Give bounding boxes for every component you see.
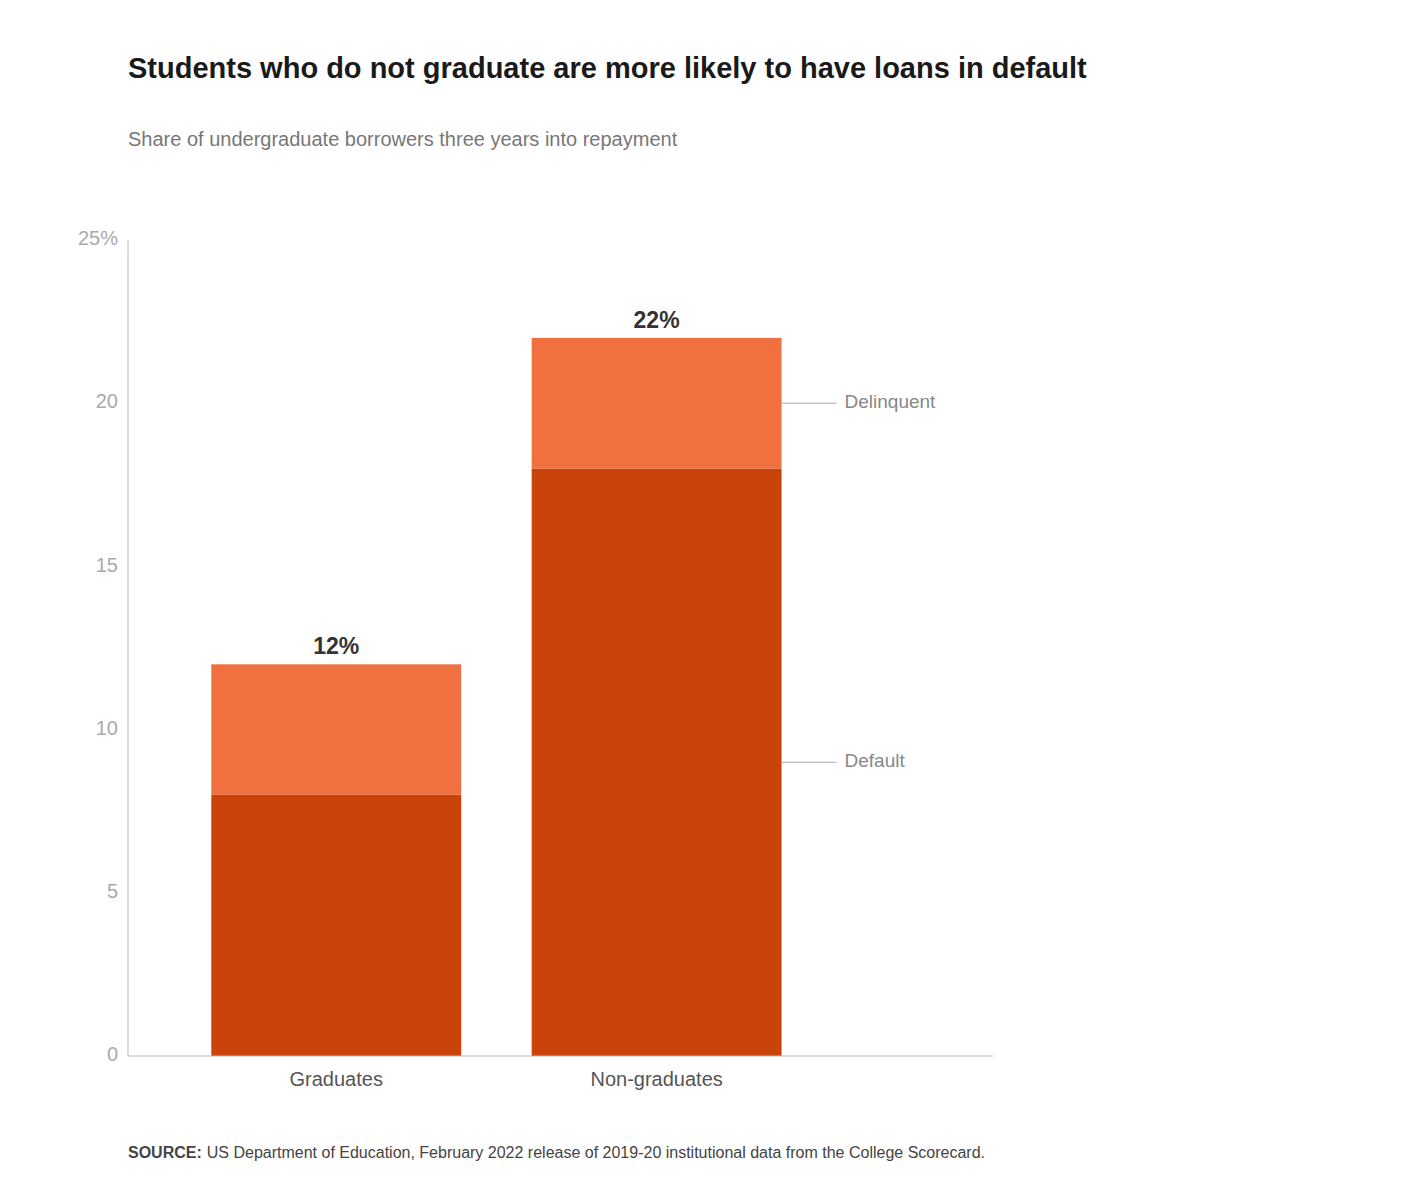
- series-label: Default: [845, 750, 906, 771]
- source-label: SOURCE:: [128, 1144, 202, 1161]
- series-label: Delinquent: [845, 391, 937, 412]
- y-tick-label: 20: [96, 390, 118, 412]
- annotation-line: [782, 762, 837, 763]
- total-label: 12%: [313, 633, 359, 659]
- bars: [211, 338, 781, 1056]
- y-tick-label: 15: [96, 554, 118, 576]
- background: [0, 0, 1418, 1200]
- bar-segment: [532, 338, 782, 469]
- y-tick-label: 25%: [78, 227, 118, 249]
- x-tick-label: Graduates: [290, 1068, 383, 1090]
- bar-segment: [211, 664, 461, 795]
- chart-container: Students who do not graduate are more li…: [0, 0, 1418, 1200]
- bar-segment: [211, 795, 461, 1056]
- chart-svg: Students who do not graduate are more li…: [0, 0, 1418, 1200]
- bar-segment: [532, 468, 782, 1056]
- total-label: 22%: [634, 307, 680, 333]
- source-text: US Department of Education, February 202…: [207, 1144, 985, 1161]
- title: Students who do not graduate are more li…: [128, 52, 1087, 84]
- y-tick-label: 0: [107, 1043, 118, 1065]
- source: SOURCE: US Department of Education, Febru…: [128, 1144, 985, 1161]
- y-tick-label: 5: [107, 880, 118, 902]
- x-axis-line: [128, 1056, 993, 1057]
- x-tick-label: Non-graduates: [590, 1068, 722, 1090]
- y-tick-label: 10: [96, 717, 118, 739]
- subtitle: Share of undergraduate borrowers three y…: [128, 128, 678, 150]
- annotation-line: [782, 403, 837, 404]
- y-axis-line: [128, 240, 129, 1056]
